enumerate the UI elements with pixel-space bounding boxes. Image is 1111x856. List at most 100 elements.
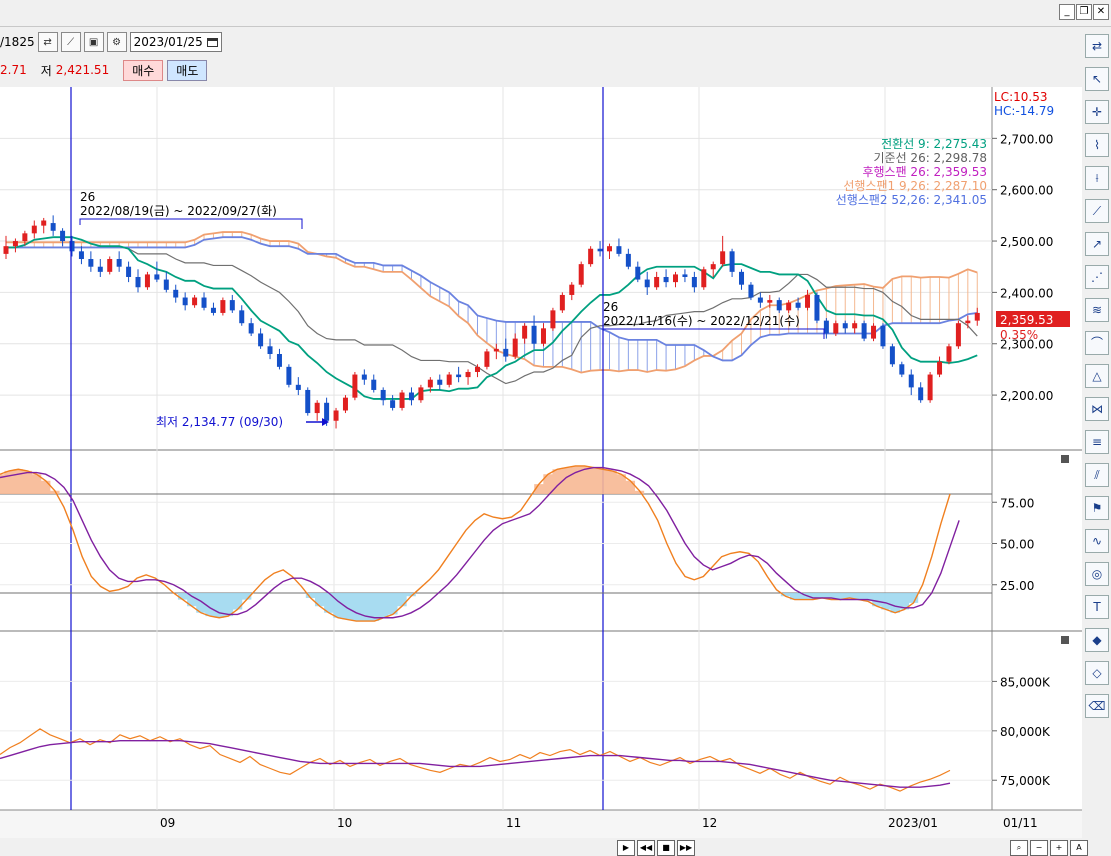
erase-all-icon[interactable]: ⌫	[1085, 694, 1109, 718]
save-icon[interactable]: ▣	[83, 32, 104, 52]
calendar-icon[interactable]	[206, 37, 218, 47]
legend-entry: 선행스팬1 9,26: 2,287.10	[843, 178, 987, 193]
triangle-icon[interactable]: △	[1085, 364, 1109, 388]
candle-body	[324, 402, 330, 421]
restore-icon[interactable]: ❐	[1076, 4, 1092, 20]
candle-body	[748, 284, 754, 298]
eraser-icon[interactable]: ◇	[1085, 661, 1109, 685]
candle-body	[97, 266, 103, 272]
candle-body	[569, 284, 575, 295]
candle-body	[418, 387, 424, 401]
candle-body	[333, 410, 339, 421]
candle-body	[107, 259, 113, 272]
candle-body	[842, 323, 848, 329]
drawing-toolbar: ⇄ ↖ ✛ ⌇ ⟊ ⟋ ↗ ⋰ ≋ ⌒ △ ⋈ ≡ ⫽ ⚑ ∿ ◎ T ◆ ◇ ⌫	[1083, 34, 1111, 727]
candle-body	[814, 294, 820, 321]
line-tool-icon[interactable]: ⟋	[60, 32, 81, 52]
expand-icon[interactable]: ⇄	[37, 32, 58, 52]
date-value: 2023/01/25	[133, 35, 203, 49]
count-text: /1825	[0, 35, 35, 49]
candle-body	[12, 241, 18, 247]
marker-icon[interactable]: ◆	[1085, 628, 1109, 652]
circle-icon[interactable]: ◎	[1085, 562, 1109, 586]
candle-body	[163, 279, 169, 290]
candle-body	[201, 297, 207, 308]
candle-body	[192, 297, 198, 306]
candle-body	[918, 387, 924, 401]
candle-body	[182, 297, 188, 306]
zoom-in-icon[interactable]: +	[1050, 840, 1068, 856]
cycle-icon[interactable]: ⌒	[1085, 331, 1109, 355]
candle-body	[248, 323, 254, 334]
candle-body	[823, 320, 829, 334]
low-value: 2,421.51	[55, 63, 110, 77]
rewind-icon[interactable]: ◀◀	[637, 840, 655, 856]
arrow-line-icon[interactable]: ↗	[1085, 232, 1109, 256]
candle-body	[493, 348, 499, 352]
vertical-line-icon[interactable]: ⟊	[1085, 166, 1109, 190]
candle-body	[946, 346, 952, 362]
stoch-slow-line	[0, 466, 960, 619]
chart-canvas[interactable]: 09 10 11 12 2023/01 01/11 2,700.00 2,600.00 2,50…	[0, 87, 1082, 838]
candle-body	[654, 276, 660, 288]
current-pct-label: 0.35%	[1000, 328, 1038, 342]
trendline-icon[interactable]: ⌇	[1085, 133, 1109, 157]
candle-body	[833, 323, 839, 334]
stop-icon[interactable]: ■	[657, 840, 675, 856]
auto-icon[interactable]: A	[1070, 840, 1088, 856]
close-icon[interactable]: ✕	[1093, 4, 1109, 20]
candle-body	[239, 310, 245, 324]
span1-line	[6, 231, 978, 374]
channel-icon[interactable]: ≡	[1085, 430, 1109, 454]
candle-body	[50, 223, 56, 231]
candle-body	[899, 364, 905, 375]
zoom-out-icon[interactable]: −	[1030, 840, 1048, 856]
wave-icon[interactable]: ∿	[1085, 529, 1109, 553]
grid-icon[interactable]: ⋈	[1085, 397, 1109, 421]
line-icon[interactable]: ⟋	[1085, 199, 1109, 223]
candle-body	[361, 374, 367, 380]
flag-icon[interactable]: ⚑	[1085, 496, 1109, 520]
text-icon[interactable]: T	[1085, 595, 1109, 619]
axis-background	[992, 87, 1082, 810]
candle-body	[720, 251, 726, 265]
stoch-tick-label: 75.00	[1000, 496, 1034, 510]
sell-button[interactable]: 매도	[167, 59, 208, 81]
forward-icon[interactable]: ▶▶	[677, 840, 695, 856]
oversold-fill	[177, 593, 919, 622]
candle-body	[22, 233, 28, 242]
candle-body	[286, 366, 292, 385]
candle-body	[88, 259, 94, 267]
candle-body	[3, 246, 9, 254]
volume-ma-line	[0, 740, 951, 788]
parallel-icon[interactable]: ⫽	[1085, 463, 1109, 487]
cursor-icon[interactable]: ↖	[1085, 67, 1109, 91]
candle-body	[880, 325, 886, 347]
date-field[interactable]: 2023/01/25	[129, 32, 222, 52]
range-date-label: 2022/11/16(수) ~ 2022/12/21(수)	[603, 314, 800, 328]
candle-body	[69, 241, 75, 252]
candle-body	[408, 392, 414, 401]
price-tick-label: 2,400.00	[1000, 286, 1053, 300]
zoom-icon[interactable]: ⌕	[1010, 840, 1028, 856]
fan-icon[interactable]: ⋰	[1085, 265, 1109, 289]
candle-body	[437, 379, 443, 385]
crosshair-icon[interactable]: ✛	[1085, 100, 1109, 124]
settings-icon[interactable]: ⚙	[106, 32, 127, 52]
candle-body	[503, 348, 509, 357]
candle-body	[456, 374, 462, 378]
candle-body	[220, 300, 226, 313]
candle-body	[767, 300, 773, 303]
swap-icon[interactable]: ⇄	[1085, 34, 1109, 58]
minimize-icon[interactable]: _	[1059, 4, 1075, 20]
candle-body	[955, 323, 961, 347]
candle-body	[305, 389, 311, 414]
candle-body	[31, 225, 37, 234]
play-icon[interactable]: ▶	[617, 840, 635, 856]
candle-body	[927, 374, 933, 401]
buy-button[interactable]: 매수	[123, 59, 164, 81]
fib-icon[interactable]: ≋	[1085, 298, 1109, 322]
candle-body	[474, 366, 480, 372]
stoch-tick-label: 25.00	[1000, 579, 1034, 593]
candle-body	[380, 389, 386, 401]
